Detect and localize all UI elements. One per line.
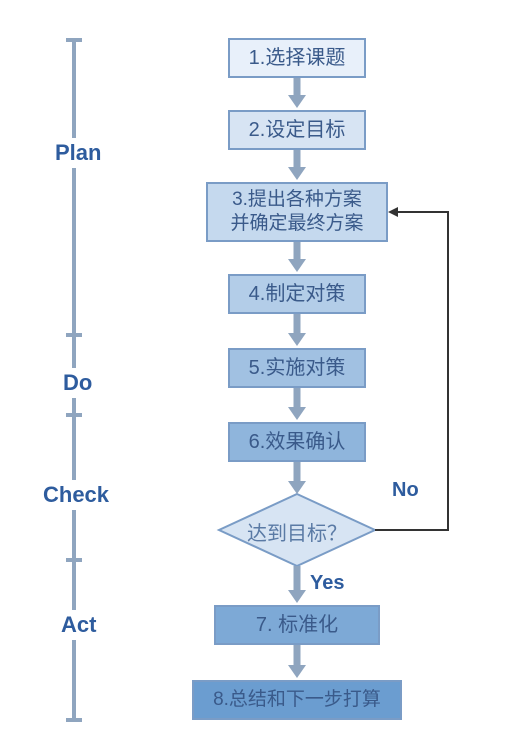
arrow-a78 — [288, 645, 306, 678]
flowchart-box-b4: 4.制定对策 — [228, 274, 366, 314]
edge-label-yes: Yes — [310, 572, 344, 595]
phase-label-do: Do — [60, 368, 95, 398]
arrow-a12 — [288, 78, 306, 108]
flowchart-canvas: 1.选择课题 2.设定目标 3.提出各种方案 并确定最终方案 4.制定对策 5.实施对策… — [0, 0, 518, 756]
flowchart-box-b5: 5.实施对策 — [228, 348, 366, 388]
phase-bracket-plan — [66, 40, 82, 335]
flowchart-box-b2: 2.设定目标 — [228, 110, 366, 150]
arrow-a23 — [288, 150, 306, 180]
flowchart-box-b6: 6.效果确认 — [228, 422, 366, 462]
phase-label-plan: Plan — [52, 138, 104, 168]
decision-label: 达到目标？ — [219, 517, 375, 546]
edge-label-no: No — [392, 479, 419, 502]
phase-bracket-act — [66, 560, 82, 720]
phase-label-check: Check — [40, 480, 112, 510]
arrow-a56 — [288, 388, 306, 420]
flowchart-box-b8: 8.总结和下一步打算 — [192, 680, 402, 720]
arrow-a45 — [288, 314, 306, 346]
flowchart-box-b1: 1.选择课题 — [228, 38, 366, 78]
flowchart-box-b3: 3.提出各种方案 并确定最终方案 — [206, 182, 388, 242]
arrow-a34 — [288, 242, 306, 272]
phase-label-act: Act — [58, 610, 99, 640]
arrow-a6d — [288, 462, 306, 494]
flowchart-box-b7: 7. 标准化 — [214, 605, 380, 645]
arrow-ad7 — [288, 566, 306, 603]
